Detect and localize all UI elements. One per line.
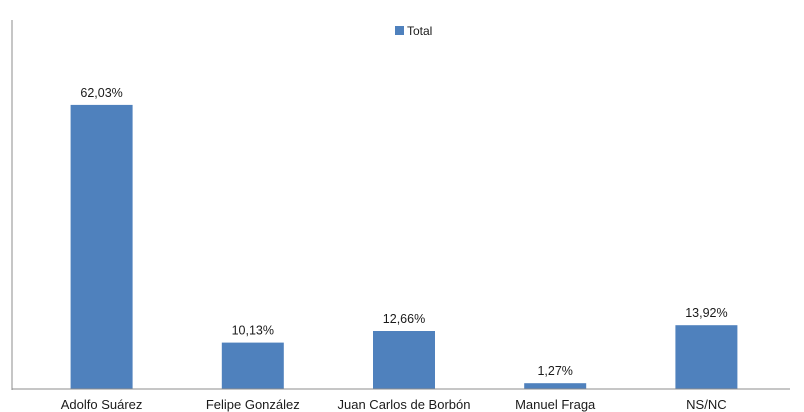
x-tick-labels-group: Adolfo Suárez Felipe González Juan Carlos … xyxy=(61,397,727,412)
value-label: 10,13% xyxy=(232,324,274,338)
value-labels-group: 62,03% 10,13% 12,66% 1,27% 13,92% xyxy=(80,86,727,378)
value-label: 1,27% xyxy=(537,364,572,378)
legend-swatch-total xyxy=(395,26,404,35)
x-tick-label: Juan Carlos de Borbón xyxy=(338,397,471,412)
x-tick-label: NS/NC xyxy=(686,397,726,412)
value-label: 62,03% xyxy=(80,86,122,100)
legend: Total xyxy=(395,24,432,38)
bar xyxy=(221,342,284,389)
bars-group xyxy=(70,104,738,390)
x-tick-label: Adolfo Suárez xyxy=(61,397,143,412)
bar xyxy=(373,331,435,389)
x-tick-label: Felipe González xyxy=(206,397,300,412)
value-label: 12,66% xyxy=(383,312,425,326)
x-tick-label: Manuel Fraga xyxy=(515,397,596,412)
bar xyxy=(675,325,738,389)
bar xyxy=(524,383,587,389)
value-label: 13,92% xyxy=(685,306,727,320)
legend-label-total: Total xyxy=(407,24,432,38)
bar xyxy=(70,104,133,390)
